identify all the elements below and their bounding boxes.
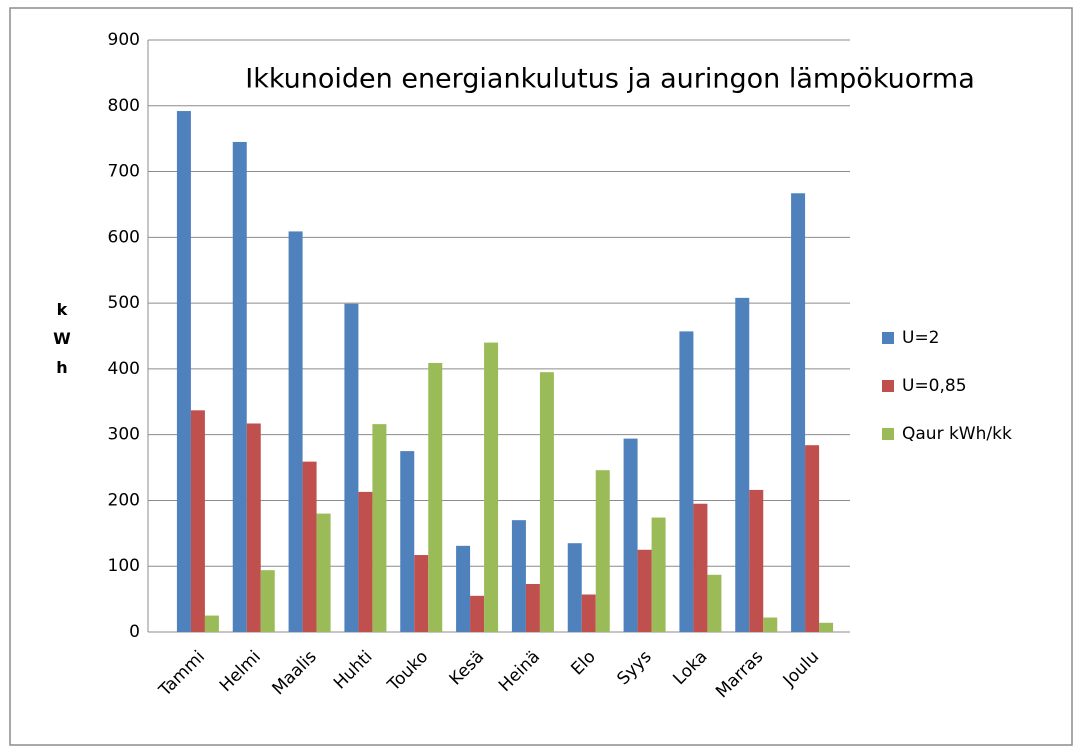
- bar: [693, 503, 708, 632]
- chart-title: Ikkunoiden energiankulutus ja auringon l…: [245, 64, 975, 95]
- y-tick-label: 600: [108, 227, 140, 247]
- y-tick-label: 800: [108, 96, 140, 116]
- bar: [358, 491, 373, 632]
- legend-swatch: [882, 332, 894, 344]
- bar: [344, 303, 359, 632]
- bar: [749, 489, 764, 632]
- bar: [190, 410, 205, 632]
- bar: [232, 141, 247, 632]
- bar: [735, 297, 750, 632]
- bar: [511, 520, 526, 632]
- legend-swatch: [882, 380, 894, 392]
- legend-label: U=0,85: [902, 376, 967, 396]
- bar: [651, 517, 666, 632]
- bar: [316, 513, 331, 632]
- bar: [302, 461, 317, 632]
- bar: [637, 549, 652, 632]
- y-tick-label: 500: [108, 293, 140, 313]
- y-tick-label: 300: [108, 425, 140, 445]
- legend-swatch: [882, 428, 894, 440]
- bar: [707, 574, 722, 632]
- bar: [819, 622, 834, 632]
- bar: [372, 424, 387, 632]
- bar: [414, 555, 429, 632]
- bar: [525, 583, 540, 632]
- y-tick-label: 100: [108, 556, 140, 576]
- legend-label: U=2: [902, 328, 940, 348]
- y-tick-label: 0: [129, 622, 140, 642]
- bar: [246, 423, 261, 632]
- y-tick-label: 700: [108, 162, 140, 182]
- y-tick-label: 200: [108, 490, 140, 510]
- y-axis-label: kWh: [52, 300, 71, 387]
- bar: [176, 111, 191, 633]
- bar: [581, 594, 596, 632]
- y-tick-label: 400: [108, 359, 140, 379]
- y-tick-label: 900: [108, 30, 140, 50]
- bar: [805, 445, 820, 632]
- bar: [763, 617, 778, 632]
- bar: [470, 595, 485, 632]
- bar: [260, 570, 275, 632]
- bar: [595, 470, 610, 632]
- bar: [791, 193, 806, 633]
- bar: [539, 372, 554, 632]
- bar: [679, 331, 694, 632]
- legend-label: Qaur kWh/kk: [902, 424, 1012, 444]
- bar: [428, 362, 443, 632]
- bar: [204, 615, 219, 632]
- bar: [623, 438, 638, 632]
- bar: [456, 545, 471, 632]
- bar: [484, 342, 499, 632]
- bar: [400, 451, 415, 632]
- bar: [567, 543, 582, 632]
- bar: [288, 231, 303, 632]
